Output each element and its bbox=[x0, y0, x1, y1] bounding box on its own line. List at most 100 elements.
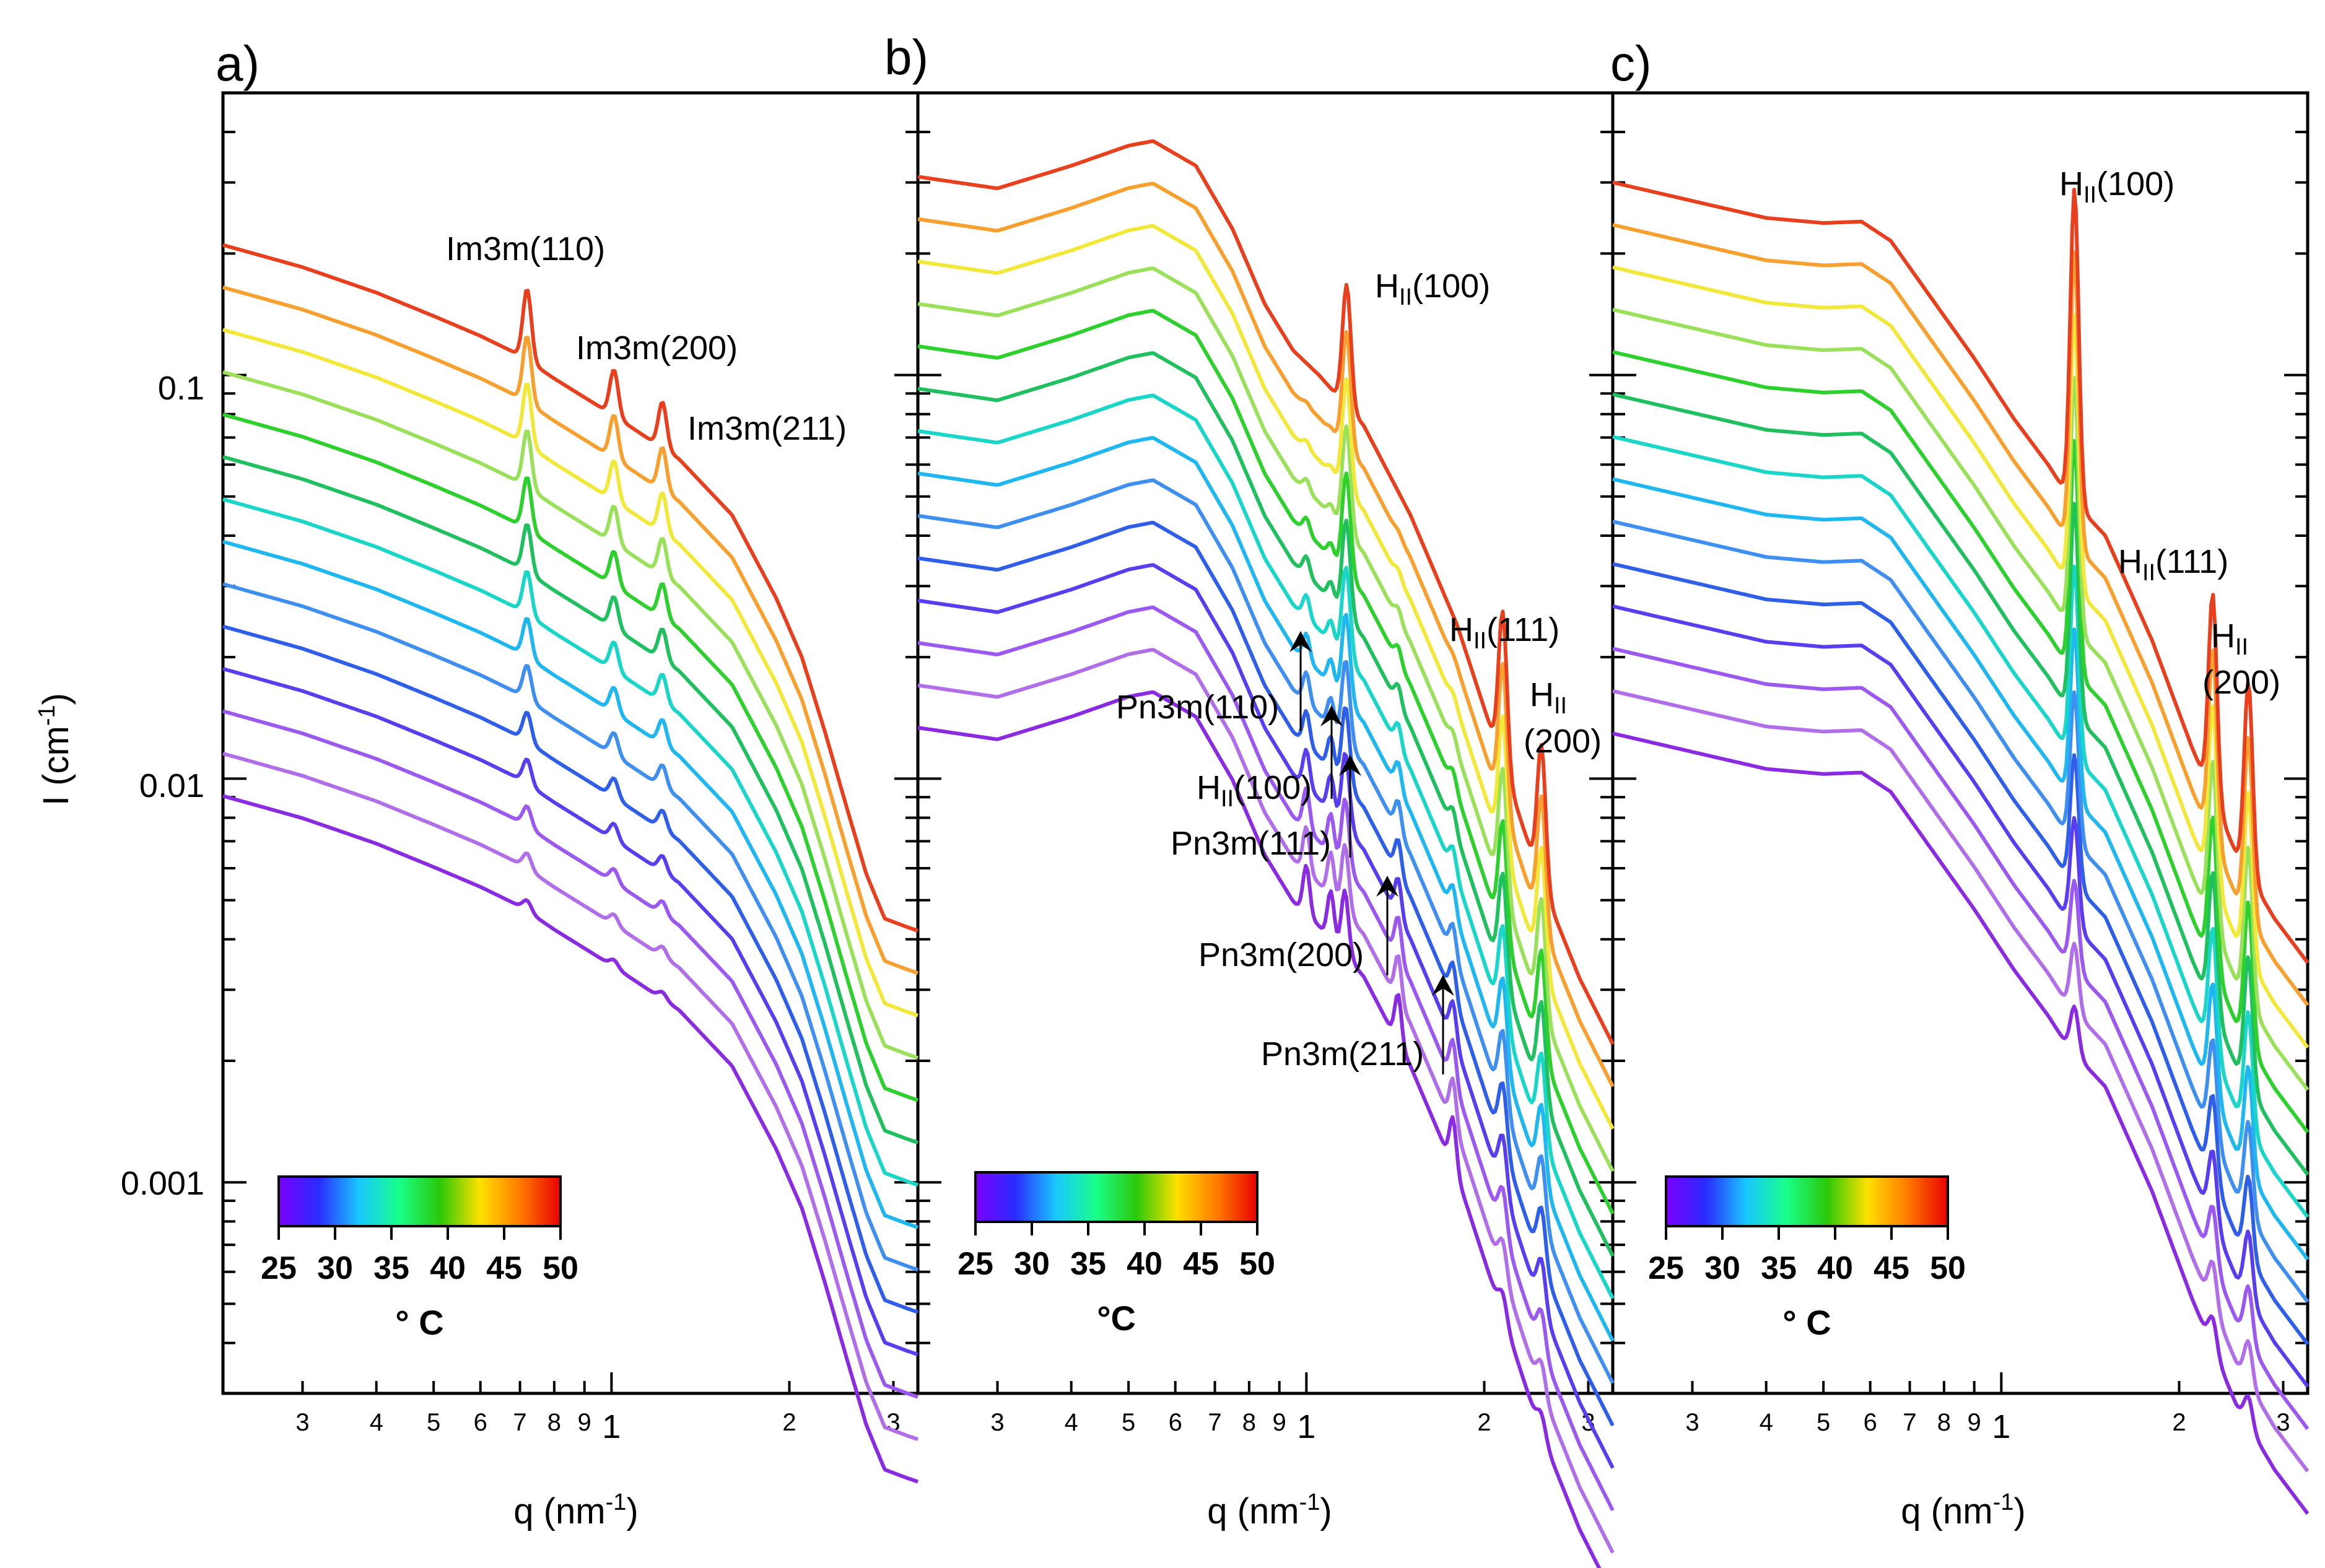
low-temp-peak-label: Pn3m(211) bbox=[1261, 1035, 1424, 1073]
series-curve bbox=[917, 605, 1615, 1512]
x-tick-label: 1 bbox=[1992, 1408, 2010, 1445]
colorbar-tick-label: 25 bbox=[957, 1246, 993, 1282]
x-tick-label: 6 bbox=[474, 1409, 487, 1436]
low-temp-peak-label: Pn3m(111) bbox=[1171, 825, 1331, 862]
series-curve bbox=[917, 181, 1615, 1087]
low-temp-peak-label-rest: (100) bbox=[1234, 769, 1312, 806]
x-axis-title-c-sup: -1 bbox=[1993, 1489, 2014, 1515]
peak-label-hii-111-c-main: H bbox=[2118, 543, 2142, 580]
x-axis-title-c-close: ) bbox=[2013, 1491, 2025, 1531]
x-tick-label: 5 bbox=[427, 1409, 440, 1436]
x-tick-label: 9 bbox=[1273, 1409, 1286, 1436]
series-curve bbox=[1612, 307, 2310, 1091]
x-axis-title-b: q (nm-1) bbox=[1207, 1489, 1332, 1531]
peak-label-im3m-211: Im3m(211) bbox=[687, 410, 847, 447]
colorbar-tick-label: 40 bbox=[430, 1250, 466, 1286]
arrow-head bbox=[1320, 705, 1343, 726]
x-tick-label: 2 bbox=[2172, 1409, 2186, 1436]
arrow-head bbox=[1289, 631, 1312, 652]
peak-label-hii-100-b-main: H bbox=[1375, 268, 1399, 305]
series-curve bbox=[1612, 604, 2310, 1388]
series-curve bbox=[917, 478, 1615, 1384]
x-tick-label: 9 bbox=[578, 1409, 591, 1436]
x-tick-label: 6 bbox=[1864, 1409, 1877, 1436]
x-axis-title-b-sup: -1 bbox=[1299, 1489, 1320, 1515]
peak-label-hii-100-c: HII(100) bbox=[2059, 165, 2175, 208]
series-curve bbox=[917, 139, 1615, 1045]
series-curve bbox=[917, 393, 1615, 1299]
colorbar-unit: ° C bbox=[395, 1303, 443, 1342]
peak-label-hii-200-c-top: HII bbox=[2211, 617, 2248, 660]
series-curve bbox=[1612, 223, 2310, 1006]
series-curve bbox=[222, 497, 919, 1187]
colorbar-tick-label: 40 bbox=[1817, 1250, 1853, 1286]
colorbar-tick-label: 50 bbox=[543, 1250, 578, 1286]
peak-label-hii-200-b-bottom: (200) bbox=[1524, 723, 1602, 760]
series-curve bbox=[222, 328, 918, 1017]
peak-label-hii-200-b-top-main: H bbox=[1530, 676, 1554, 713]
series-curve bbox=[917, 563, 1615, 1469]
x-axis-title-a-close: ) bbox=[626, 1491, 638, 1531]
series-curve bbox=[1612, 392, 2310, 1176]
colorbar-tick-label: 50 bbox=[1930, 1250, 1966, 1286]
peak-label-im3m-110: Im3m(110) bbox=[446, 230, 605, 268]
series-curve bbox=[917, 351, 1615, 1257]
series-curve bbox=[222, 243, 919, 933]
x-tick-label: 9 bbox=[1968, 1409, 1981, 1436]
x-axis-title-b-close: ) bbox=[1320, 1491, 1332, 1531]
colorbar-layer: 25 30 35 40 45 50 ° C 25 30 35 40 45 50 °C 25 30 35 40 45 5… bbox=[261, 1171, 1966, 1342]
x-axis-title-a-text: q (nm bbox=[513, 1491, 605, 1531]
panel-c-label: c) bbox=[1610, 36, 1652, 91]
x-tick-label: 3 bbox=[1685, 1409, 1699, 1436]
x-tick-label: 8 bbox=[547, 1409, 561, 1436]
series-curve bbox=[222, 751, 919, 1442]
panel-b-label: b) bbox=[884, 30, 928, 85]
series-curve bbox=[1612, 180, 2310, 964]
series-curve bbox=[1612, 562, 2310, 1346]
x-tick-label: 2 bbox=[1477, 1409, 1491, 1436]
series-curve bbox=[1612, 477, 2310, 1261]
peak-label-hii-100-c-main: H bbox=[2059, 165, 2083, 203]
y-axis-title-text: I (cm bbox=[36, 726, 76, 806]
series-curve bbox=[222, 624, 919, 1314]
x-tick-label: 4 bbox=[1760, 1409, 1773, 1436]
series-curve bbox=[917, 308, 1615, 1215]
series-curve bbox=[222, 582, 919, 1272]
peak-label-hii-111-b-sub: II bbox=[1473, 628, 1486, 654]
colorbar-tick-label: 50 bbox=[1239, 1246, 1275, 1282]
colorbar-tick-label: 40 bbox=[1127, 1246, 1162, 1282]
x-tick-label: 3 bbox=[990, 1409, 1004, 1436]
series-curve bbox=[917, 690, 1602, 1568]
series-curve bbox=[1612, 265, 2310, 1049]
arrow-head bbox=[1339, 755, 1361, 776]
x-tick-label: 1 bbox=[602, 1408, 621, 1445]
series-curve bbox=[1612, 731, 2310, 1515]
x-axis-title-b-text: q (nm bbox=[1207, 1491, 1299, 1531]
peak-label-hii-111-c: HII(111) bbox=[2118, 543, 2228, 586]
low-temp-peak-label: Pn3m(110) bbox=[1116, 689, 1279, 726]
series-curve bbox=[917, 436, 1615, 1342]
arrow-head bbox=[1432, 975, 1454, 996]
series-curve bbox=[1612, 350, 2310, 1134]
panel-a-label: a) bbox=[216, 36, 260, 91]
series-curve bbox=[222, 794, 919, 1484]
x-tick-label: 5 bbox=[1817, 1409, 1830, 1436]
low-temp-peak-label: Pn3m(200) bbox=[1198, 936, 1364, 973]
y-tick-label-0.01: 0.01 bbox=[139, 767, 204, 804]
peak-label-hii-100-b-sub: II bbox=[1399, 284, 1412, 310]
x-tick-label: 2 bbox=[782, 1409, 796, 1436]
y-axis-title-sup: -1 bbox=[34, 705, 60, 726]
colorbar-tick-label: 45 bbox=[486, 1250, 522, 1286]
colorbar-unit: °C bbox=[1097, 1299, 1136, 1338]
x-tick-label: 6 bbox=[1169, 1409, 1182, 1436]
arrow-head bbox=[1376, 876, 1398, 897]
series-curve bbox=[1612, 435, 2310, 1219]
x-axis-title-a: q (nm-1) bbox=[513, 1489, 638, 1531]
colorbar bbox=[1665, 1175, 1949, 1227]
series-curve bbox=[1612, 647, 2310, 1431]
colorbar-tick-label: 30 bbox=[1014, 1246, 1050, 1282]
peak-label-hii-100-c-rest: (100) bbox=[2096, 165, 2175, 203]
series-curve bbox=[1612, 689, 2310, 1473]
peak-label-im3m-200: Im3m(200) bbox=[576, 329, 738, 367]
